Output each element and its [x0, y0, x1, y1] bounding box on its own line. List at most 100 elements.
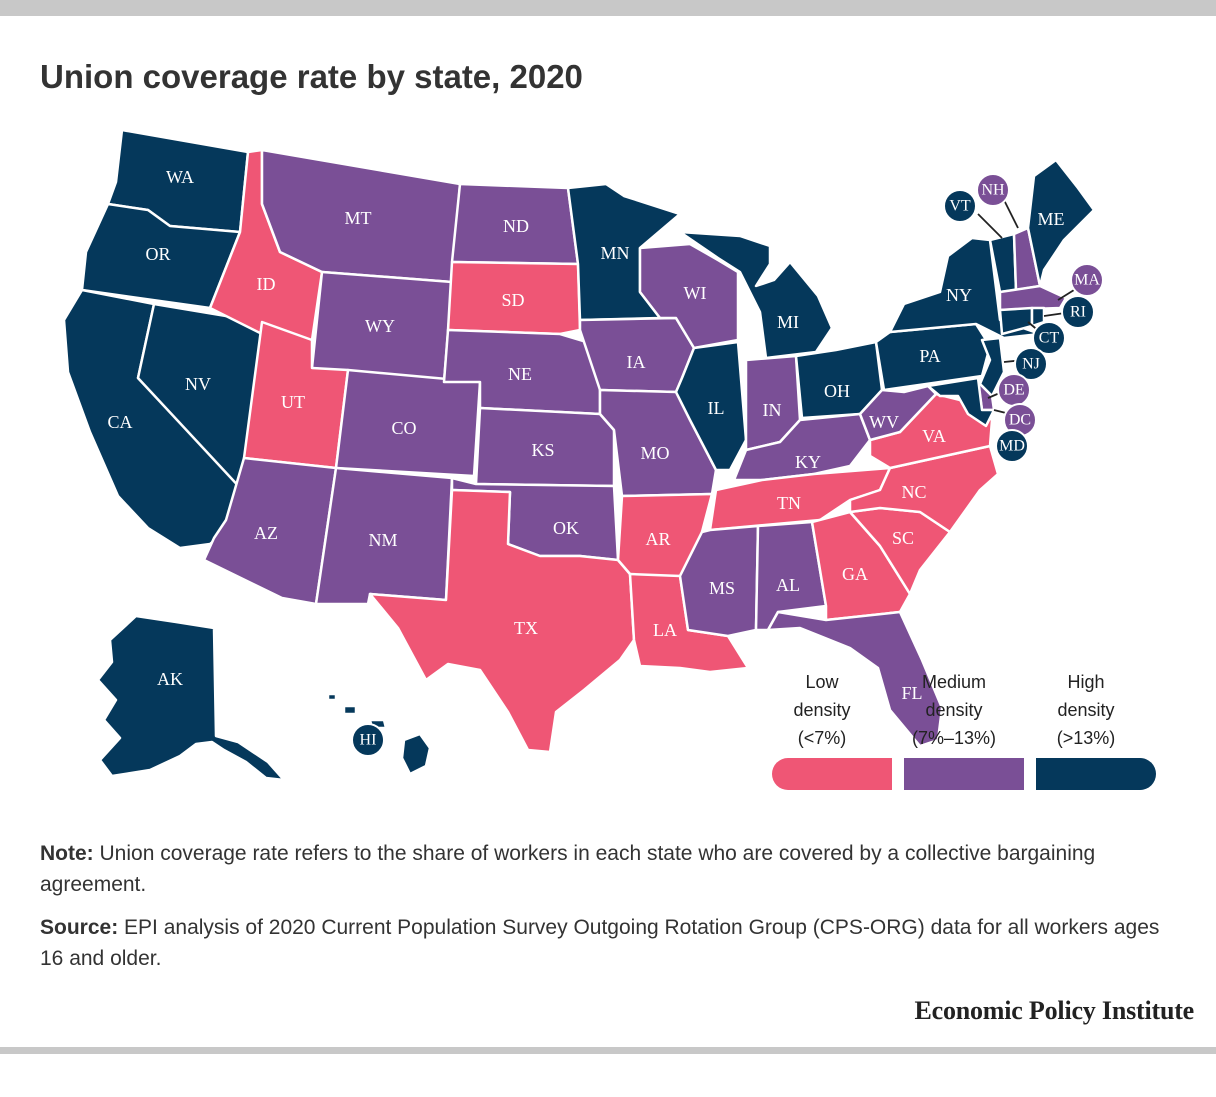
label-AZ: AZ	[254, 523, 278, 543]
label-MA: MA	[1074, 272, 1100, 289]
label-ME: ME	[1038, 209, 1065, 229]
legend-low-line1: Low	[805, 672, 839, 692]
legend-swatch-medium	[904, 758, 1024, 790]
label-DE: DE	[1003, 382, 1024, 399]
label-MS: MS	[709, 578, 735, 598]
label-VT: VT	[949, 198, 971, 215]
legend-swatch-low	[772, 758, 892, 790]
label-AK: AK	[157, 669, 183, 689]
label-WA: WA	[166, 167, 194, 187]
label-MD: MD	[999, 438, 1025, 455]
label-AL: AL	[776, 575, 800, 595]
label-NJ: NJ	[1022, 356, 1040, 373]
state-KS	[474, 406, 616, 488]
callout-NJ	[1014, 347, 1048, 381]
label-VA: VA	[922, 426, 946, 446]
label-SD: SD	[501, 290, 524, 310]
callout-RI	[1061, 295, 1095, 329]
label-UT: UT	[281, 392, 305, 412]
label-TN: TN	[777, 493, 801, 513]
note-text: Union coverage rate refers to the share …	[40, 842, 1096, 896]
label-NE: NE	[508, 364, 532, 384]
state-SD	[446, 260, 582, 336]
callout-CT	[1032, 321, 1066, 355]
state-IL	[674, 340, 748, 472]
label-OH: OH	[824, 381, 850, 401]
state-MI	[678, 230, 834, 360]
label-FL: FL	[901, 683, 922, 703]
label-OK: OK	[553, 518, 579, 538]
label-MO: MO	[640, 443, 669, 463]
label-WI: WI	[684, 283, 707, 303]
label-AR: AR	[645, 529, 670, 549]
label-IN: IN	[763, 400, 782, 420]
state-ME	[1026, 158, 1096, 288]
legend-medium-line3: (7%–13%)	[912, 728, 996, 748]
source-text: EPI analysis of 2020 Current Population …	[40, 916, 1160, 970]
label-CO: CO	[391, 418, 416, 438]
label-KS: KS	[531, 440, 554, 460]
label-GA: GA	[842, 564, 868, 584]
legend-high-line1: High	[1067, 672, 1104, 692]
state-CO	[334, 368, 482, 478]
bottom-rule	[0, 1047, 1216, 1054]
callout-VT	[943, 189, 977, 223]
label-IA: IA	[627, 352, 646, 372]
callout-leaders	[977, 199, 1075, 415]
note-paragraph: Note: Union coverage rate refers to the …	[40, 838, 1180, 900]
chart-title: Union coverage rate by state, 2020	[40, 58, 583, 95]
state-TX	[368, 488, 636, 754]
state-KY	[732, 412, 872, 482]
source-paragraph: Source: EPI analysis of 2020 Current Pop…	[40, 912, 1180, 974]
notes: Note: Union coverage rate refers to the …	[40, 838, 1180, 986]
callout-MA	[1070, 263, 1104, 297]
label-MT: MT	[345, 208, 372, 228]
legend-high-line3: (>13%)	[1057, 728, 1116, 748]
label-NH: NH	[981, 182, 1005, 199]
label-WV: WV	[869, 412, 899, 432]
legend-low-line2: density	[793, 700, 850, 720]
callout-HI	[351, 723, 385, 757]
label-LA: LA	[653, 620, 677, 640]
label-WY: WY	[365, 316, 395, 336]
callout-MD	[995, 429, 1029, 463]
label-MN: MN	[600, 243, 629, 263]
label-ND: ND	[503, 216, 529, 236]
label-OR: OR	[145, 244, 170, 264]
label-NV: NV	[185, 374, 211, 394]
legend-medium-line1: Medium	[922, 672, 986, 692]
state-NC	[848, 444, 1000, 534]
publisher-logo: Economic Policy Institute	[914, 996, 1194, 1025]
label-ID: ID	[257, 274, 276, 294]
legend-high-line2: density	[1057, 700, 1114, 720]
legend-low-line3: (<7%)	[798, 728, 847, 748]
state-MD	[926, 376, 996, 428]
legend-medium-line2: density	[925, 700, 982, 720]
label-IL: IL	[708, 398, 725, 418]
state-MA	[998, 284, 1068, 312]
label-SC: SC	[892, 528, 914, 548]
label-MI: MI	[777, 312, 799, 332]
label-CA: CA	[107, 412, 132, 432]
label-HI: HI	[360, 732, 377, 749]
note-label: Note:	[40, 842, 94, 865]
label-TX: TX	[514, 618, 538, 638]
label-PA: PA	[919, 346, 940, 366]
callout-NH	[976, 173, 1010, 207]
us-map: WA OR CA NV ID MT WY UT CO AZ NM ND SD N…	[62, 128, 1156, 790]
label-RI: RI	[1070, 304, 1086, 321]
state-FL	[766, 610, 944, 748]
source-label: Source:	[40, 916, 119, 939]
label-NY: NY	[946, 285, 972, 305]
top-rule	[0, 0, 1216, 16]
state-AK	[96, 614, 286, 782]
state-HI-islands	[326, 692, 388, 730]
label-CT: CT	[1039, 330, 1060, 347]
legend-swatch-high	[1036, 758, 1156, 790]
label-KY: KY	[795, 452, 821, 472]
label-DC: DC	[1009, 412, 1031, 429]
label-NM: NM	[368, 530, 397, 550]
legend: Low density (<7%) Medium density (7%–13%…	[772, 672, 1156, 790]
state-HI	[400, 732, 432, 776]
label-NC: NC	[901, 482, 926, 502]
